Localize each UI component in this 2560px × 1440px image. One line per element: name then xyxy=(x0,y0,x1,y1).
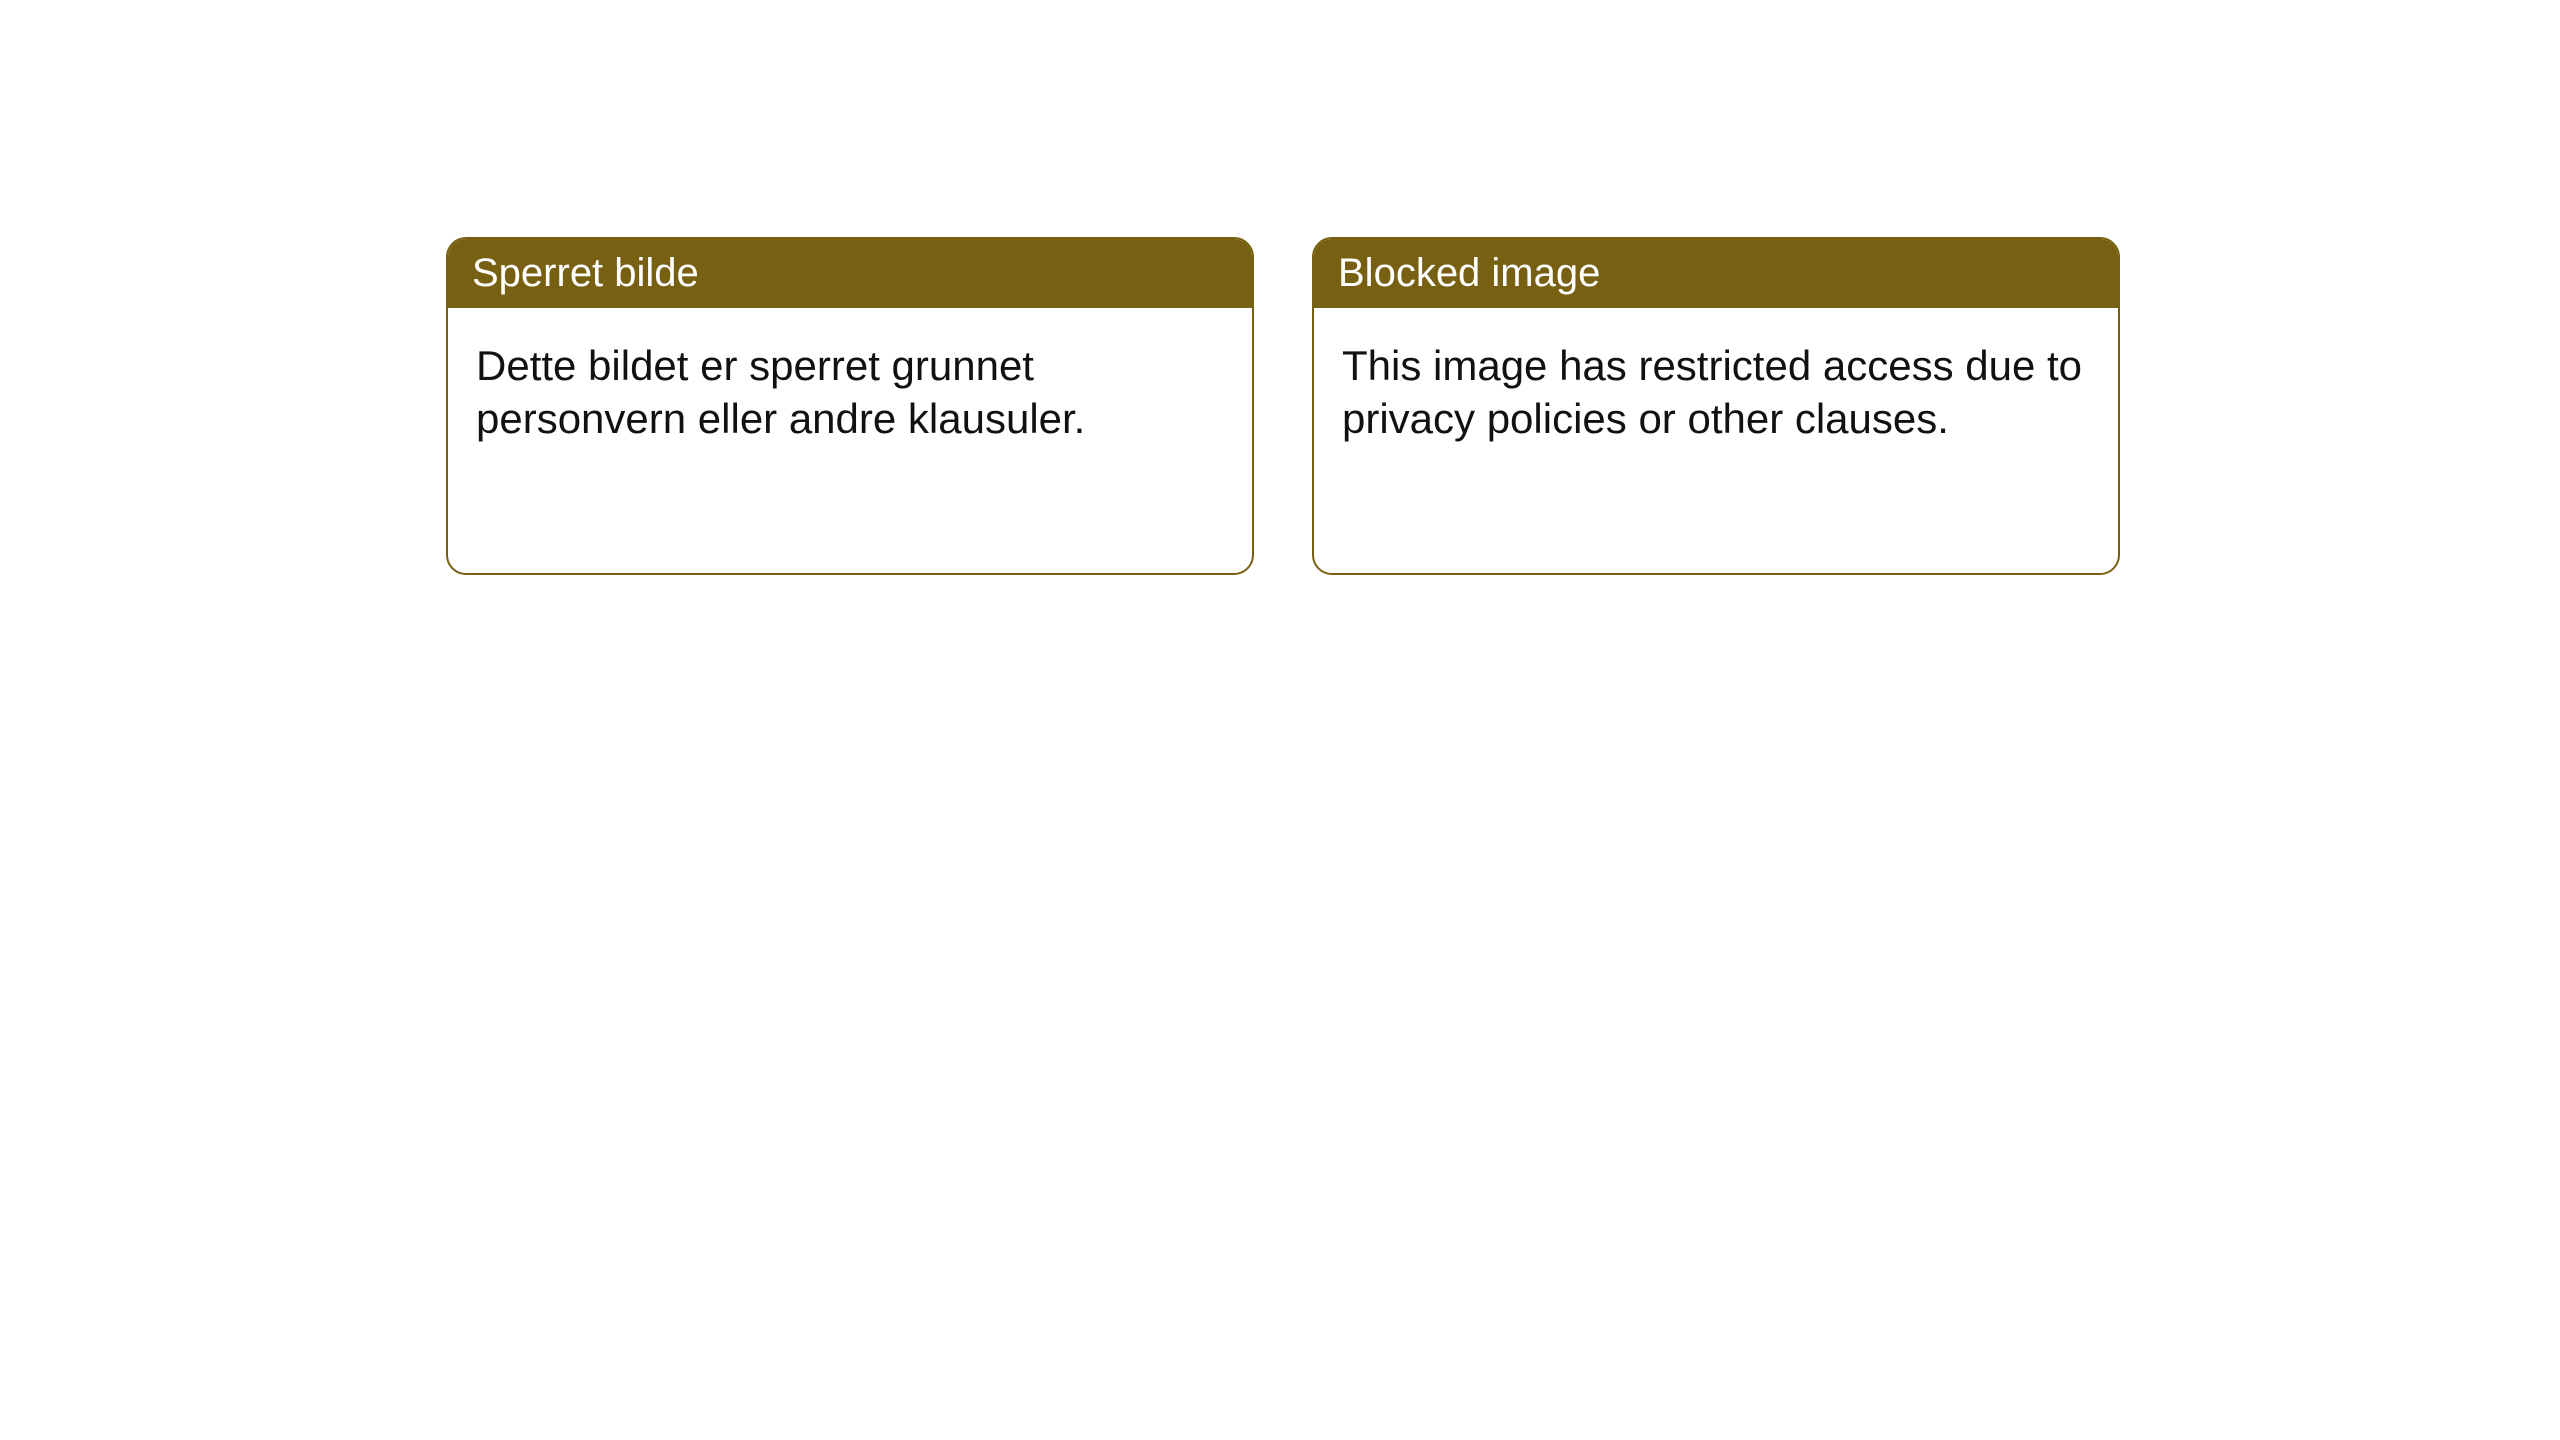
notice-card-norwegian: Sperret bilde Dette bildet er sperret gr… xyxy=(446,237,1254,575)
notice-header: Sperret bilde xyxy=(448,239,1252,308)
notice-body-text: This image has restricted access due to … xyxy=(1342,342,2082,442)
notice-title: Blocked image xyxy=(1338,251,1600,295)
notice-card-english: Blocked image This image has restricted … xyxy=(1312,237,2120,575)
notice-body-text: Dette bildet er sperret grunnet personve… xyxy=(476,342,1085,442)
notice-container: Sperret bilde Dette bildet er sperret gr… xyxy=(446,237,2120,575)
notice-body: Dette bildet er sperret grunnet personve… xyxy=(448,308,1252,477)
notice-header: Blocked image xyxy=(1314,239,2118,308)
notice-title: Sperret bilde xyxy=(472,251,699,295)
notice-body: This image has restricted access due to … xyxy=(1314,308,2118,477)
